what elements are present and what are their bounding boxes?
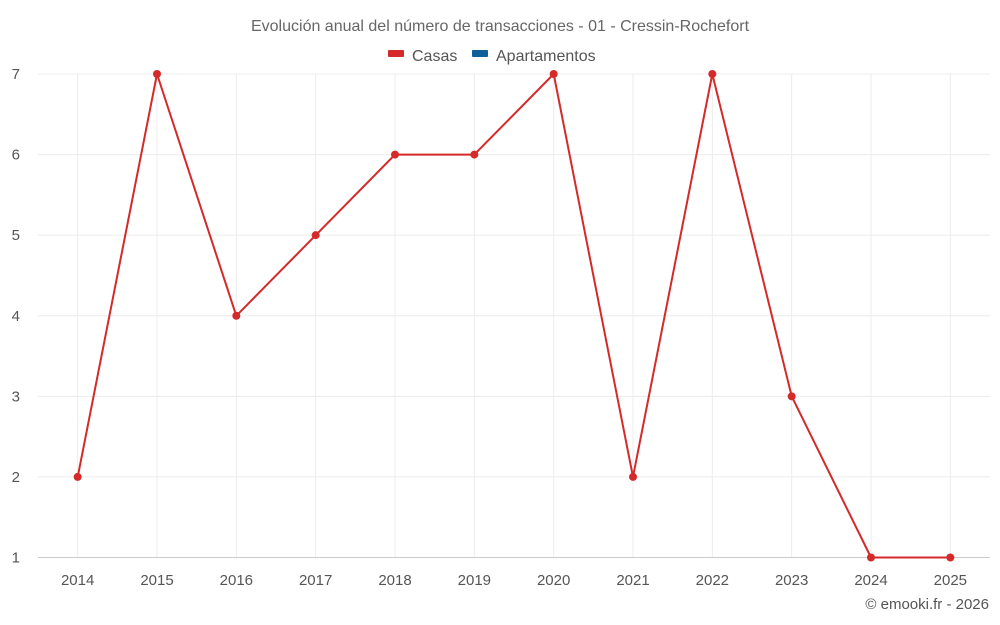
y-tick-label-4: 4 [12, 308, 20, 325]
legend-label-apartamentos: Apartamentos [496, 48, 596, 65]
y-tick-labels: 1 2 3 4 5 6 7 [12, 66, 20, 567]
data-point-casas-2023[interactable] [787, 392, 796, 401]
credit-text: © emooki.fr - 2026 [865, 596, 989, 613]
chart-title: Evolución anual del número de transaccio… [251, 18, 750, 35]
x-tick-label-2022: 2022 [696, 572, 729, 589]
data-point-casas-2019[interactable] [470, 150, 479, 159]
x-tick-label-2021: 2021 [616, 572, 649, 589]
data-point-casas-2020[interactable] [549, 70, 558, 78]
x-tick-label-2016: 2016 [220, 572, 253, 589]
x-tick-label-2025: 2025 [934, 572, 967, 589]
data-point-casas-2024[interactable] [867, 553, 875, 562]
legend-swatch-casas [388, 50, 404, 57]
x-tick-label-2018: 2018 [378, 572, 411, 589]
data-point-casas-2018[interactable] [391, 150, 399, 159]
legend-item-casas[interactable]: Casas [388, 48, 457, 65]
legend-item-apartamentos[interactable]: Apartamentos [472, 48, 596, 65]
y-tick-label-2: 2 [12, 469, 20, 486]
y-tick-label-7: 7 [12, 66, 20, 83]
data-point-casas-2021[interactable] [629, 472, 637, 481]
x-tick-label-2019: 2019 [458, 572, 491, 589]
y-tick-label-1: 1 [12, 550, 20, 567]
y-tick-label-6: 6 [12, 147, 20, 164]
x-tick-label-2023: 2023 [775, 572, 808, 589]
data-point-casas-2015[interactable] [153, 70, 161, 78]
legend-swatch-apartamentos [472, 50, 488, 57]
x-tick-labels: 2014 2015 2016 2017 2018 2019 2020 2021 2022 2023… [61, 572, 967, 589]
x-tick-label-2017: 2017 [299, 572, 332, 589]
x-tick-label-2024: 2024 [854, 572, 887, 589]
data-point-casas-2025[interactable] [946, 553, 955, 562]
series-casas [73, 70, 955, 562]
data-point-casas-2017[interactable] [311, 231, 320, 240]
x-tick-label-2014: 2014 [61, 572, 94, 589]
legend-label-casas: Casas [412, 48, 457, 65]
y-tick-label-3: 3 [12, 388, 20, 405]
data-point-casas-2014[interactable] [73, 472, 82, 481]
legend: Casas Apartamentos [388, 48, 596, 65]
data-point-casas-2022[interactable] [708, 70, 717, 78]
data-point-casas-2016[interactable] [232, 311, 241, 320]
series-line-casas [76, 73, 951, 559]
x-tick-label-2015: 2015 [140, 572, 173, 589]
y-tick-label-5: 5 [12, 227, 20, 244]
x-tick-label-2020: 2020 [537, 572, 570, 589]
y-gridlines [38, 73, 990, 478]
